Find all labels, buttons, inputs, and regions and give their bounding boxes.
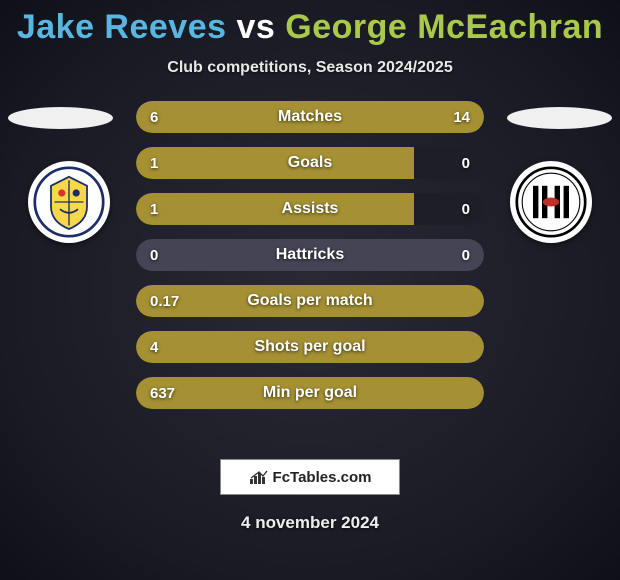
player2-pill <box>507 107 612 129</box>
player1-pill <box>8 107 113 129</box>
date-text: 4 november 2024 <box>0 513 620 533</box>
brand-text: FcTables.com <box>273 469 372 486</box>
brand-box[interactable]: FcTables.com <box>220 459 400 495</box>
subtitle: Club competitions, Season 2024/2025 <box>0 59 620 77</box>
club-badge-right <box>510 161 592 243</box>
stat-bar: 614Matches <box>136 101 484 133</box>
stat-label: Min per goal <box>136 377 484 409</box>
stat-label: Goals per match <box>136 285 484 317</box>
stat-label: Matches <box>136 101 484 133</box>
page-title: Jake Reeves vs George McEachran <box>0 0 620 47</box>
chart-icon <box>249 469 269 485</box>
stat-bar: 00Hattricks <box>136 239 484 271</box>
stat-label: Hattricks <box>136 239 484 271</box>
stat-bar: 10Assists <box>136 193 484 225</box>
wimbledon-crest-icon <box>33 166 105 238</box>
grimsby-crest-icon <box>515 166 587 238</box>
player2-name: George McEachran <box>285 8 603 46</box>
comparison-panel: 614Matches 10Goals 10Assists 00Hattricks 0.1… <box>0 101 620 441</box>
stat-bar: 0.17Goals per match <box>136 285 484 317</box>
stat-bar: 637Min per goal <box>136 377 484 409</box>
vs-text: vs <box>236 8 275 46</box>
stat-label: Assists <box>136 193 484 225</box>
stats-bars: 614Matches 10Goals 10Assists 00Hattricks 0.1… <box>136 101 484 409</box>
stat-label: Shots per goal <box>136 331 484 363</box>
stat-label: Goals <box>136 147 484 179</box>
club-badge-left <box>28 161 110 243</box>
stat-bar: 4Shots per goal <box>136 331 484 363</box>
stat-bar: 10Goals <box>136 147 484 179</box>
player1-name: Jake Reeves <box>17 8 227 46</box>
